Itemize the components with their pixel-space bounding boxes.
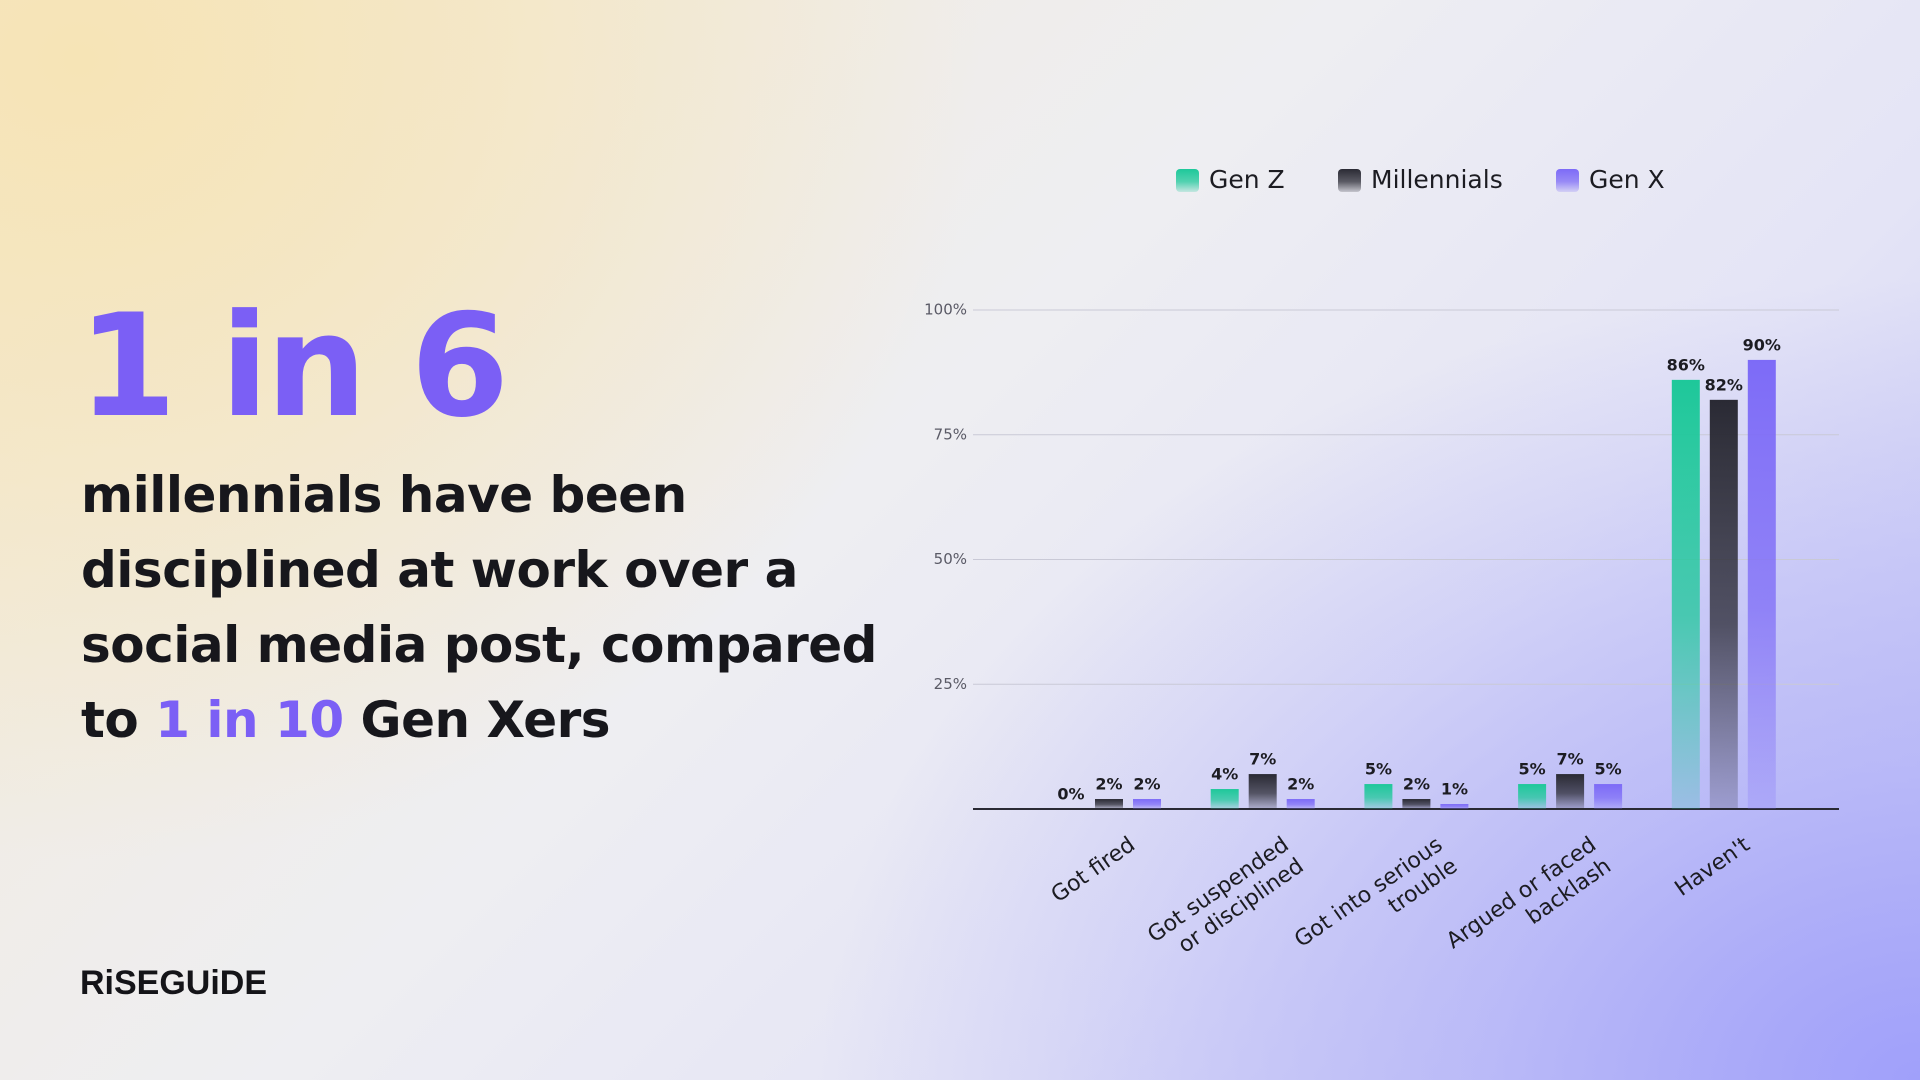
y-tick-label: 75% [934,425,967,443]
data-label: 7% [1249,750,1276,769]
data-label: 86% [1667,355,1705,374]
data-label: 82% [1705,375,1743,394]
text-line: to 1 in 10 Gen Xers [81,683,877,758]
data-label: 5% [1595,760,1622,779]
legend-swatch [1176,169,1199,192]
bar [1210,789,1239,809]
text-line: social media post, compared [81,616,877,674]
data-label: 4% [1211,765,1238,784]
data-label: 2% [1133,775,1160,794]
x-tick-line: Got fired [1047,832,1140,908]
bar [1364,784,1393,809]
text: Gen Xers [360,691,611,749]
data-label: 90% [1743,335,1781,354]
bar [1709,399,1738,809]
y-tick-label: 50% [934,550,967,568]
x-tick-label: Got fired [1047,832,1140,908]
legend-swatch [1338,169,1361,192]
x-tick-line: Haven't [1671,832,1755,902]
legend-label: Gen X [1589,165,1665,194]
data-label: 2% [1287,775,1314,794]
text-line: millennials have been [81,466,687,524]
data-label: 0% [1057,785,1084,804]
x-tick-label: Haven't [1671,832,1755,902]
data-label: 5% [1365,760,1392,779]
bar [1440,804,1469,809]
text: to [81,691,139,749]
bar [1594,784,1623,809]
headline-stat: 1 in 6 [78,284,509,449]
data-label: 2% [1095,775,1122,794]
data-label: 7% [1557,750,1584,769]
text-line: disciplined at work over a [81,541,798,599]
bar [1671,379,1700,809]
data-label: 5% [1519,760,1546,779]
bar [1095,799,1123,809]
bar [1248,774,1277,809]
bar [1747,359,1776,809]
bar [1286,799,1315,809]
y-tick-label: 25% [934,675,967,693]
data-label: 2% [1403,775,1430,794]
y-tick-label: 100% [924,301,967,319]
legend-swatch [1556,169,1579,192]
highlight: 1 in 10 [155,691,344,749]
bar [1556,774,1585,809]
legend-label: Gen Z [1209,165,1285,194]
bar [1518,784,1547,809]
bar [1402,799,1431,809]
logo: RiSEGUiDE [80,964,268,1002]
data-label: 1% [1441,780,1468,799]
legend-label: Millennials [1371,165,1503,194]
headline-text: millennials have been disciplined at wor… [81,458,877,758]
bar [1133,799,1161,809]
